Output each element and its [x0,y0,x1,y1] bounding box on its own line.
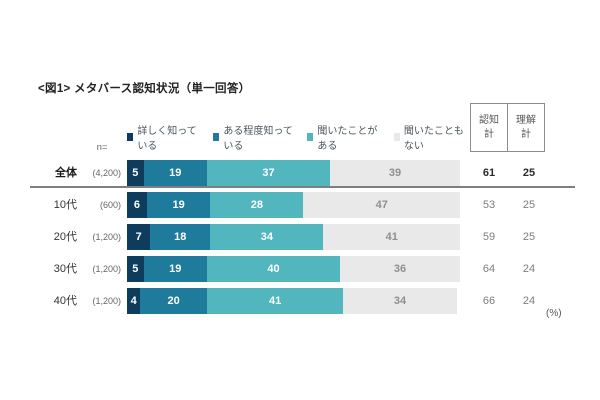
segment-value: 4 [130,295,137,307]
row-sample-size: (1,200) [92,296,121,306]
bar-segment: 18 [150,224,211,250]
stacked-bar: 5 19 40 36 [127,256,460,282]
bar-segment: 19 [146,192,211,218]
chart-row: 10代 (600) 6 19 28 47 53 25 [0,192,600,218]
segment-value: 47 [375,199,388,211]
legend-label: 聞いたこともない [403,126,464,152]
segment-value: 6 [133,199,141,211]
segment-value: 40 [267,263,280,275]
segment-value: 37 [262,167,275,179]
legend-swatch-icon [213,133,220,141]
bar-segment: 6 [127,192,147,218]
legend-label: 詳しく知っている [137,126,197,152]
understanding-total-value: 25 [522,167,536,179]
segment-value: 19 [172,199,185,211]
stacked-bar: 6 19 28 47 [127,192,460,218]
segment-value: 28 [250,199,263,211]
chart-row: 全体 (4,200) 5 19 37 39 61 25 [0,160,600,186]
bar-segment: 5 [127,160,144,186]
bar-segment: 7 [127,224,151,250]
bar-segment: 5 [127,256,144,282]
row-sample-size: (600) [99,200,121,210]
chart-row: 30代 (1,200) 5 19 40 36 64 24 [0,256,600,282]
percent-unit-label: (%) [546,308,562,319]
segment-value: 34 [393,295,407,307]
segment-value: 18 [174,231,187,243]
bar-segment: 47 [303,192,460,218]
row-sample-size: (1,200) [92,232,121,242]
segment-value: 36 [393,263,407,275]
segment-value: 20 [167,295,180,307]
segment-value: 5 [132,263,139,275]
row-category-label: 全体 [55,167,77,179]
stacked-bar: 5 19 37 39 [127,160,460,186]
summary-column-header-0: 認知 計 [479,115,499,140]
summary-column-header-1: 理解 計 [507,104,544,151]
row-category-label: 30代 [53,263,77,275]
awareness-total-value: 61 [482,167,496,179]
n-column-header: n= [96,142,108,153]
row-sample-size: (1,200) [92,264,121,274]
chart-row: 40代 (1,200) 4 20 41 34 66 24 [0,288,600,314]
stacked-bar: 4 20 41 34 [127,288,460,314]
segment-value: 19 [169,263,182,275]
legend: 詳しく知っている ある程度知っている 聞いたことがある 聞いたこともない [127,122,467,152]
chart-row: 20代 (1,200) 7 18 34 41 59 25 [0,224,600,250]
bar-segment: 28 [210,192,304,218]
bar-segment: 41 [323,224,460,250]
legend-item-0: 詳しく知っている [127,122,200,152]
chart-title: <図1> メタバース認知状況（単一回答） [38,83,251,95]
bar-segment: 4 [127,288,141,314]
bar-segment: 36 [340,256,460,282]
awareness-total-value: 53 [482,199,496,211]
segment-value: 39 [388,167,402,179]
segment-value: 41 [385,231,398,243]
row-sample-size: (4,200) [92,168,121,178]
bar-segment: 34 [210,224,324,250]
stacked-bar: 7 18 34 41 [127,224,460,250]
bar-segment: 19 [143,256,207,282]
understanding-total-value: 25 [522,199,536,211]
legend-item-2: 聞いたことがある [307,122,380,152]
bar-segment: 41 [206,288,344,314]
segment-value: 19 [169,167,182,179]
bar-segment: 37 [206,160,331,186]
awareness-total-value: 66 [482,295,496,307]
segment-value: 5 [132,167,139,179]
segment-value: 7 [135,231,142,243]
understanding-total-value: 24 [522,295,536,307]
understanding-total-value: 24 [522,263,536,275]
bar-segment: 19 [143,160,207,186]
understanding-total-value: 25 [522,231,536,243]
row-category-label: 20代 [53,231,77,243]
legend-swatch-icon [127,133,134,141]
legend-item-3: 聞いたこともない [393,122,467,152]
bar-segment: 39 [330,160,460,186]
row-category-label: 10代 [53,199,77,211]
row-category-label: 40代 [53,295,77,307]
bar-segment: 40 [206,256,341,282]
legend-swatch-icon [393,133,400,141]
legend-label: ある程度知っている [223,126,293,152]
segment-value: 41 [269,295,282,307]
legend-swatch-icon [307,133,314,141]
summary-header: 認知 計理解 計 [470,103,545,152]
total-row-separator-line [30,186,575,188]
awareness-total-value: 64 [482,263,496,275]
segment-value: 34 [260,231,273,243]
legend-item-1: ある程度知っている [213,122,294,152]
bar-segment: 20 [140,288,207,314]
bar-segment: 34 [343,288,457,314]
awareness-total-value: 59 [482,231,496,243]
legend-label: 聞いたことがある [317,126,378,152]
